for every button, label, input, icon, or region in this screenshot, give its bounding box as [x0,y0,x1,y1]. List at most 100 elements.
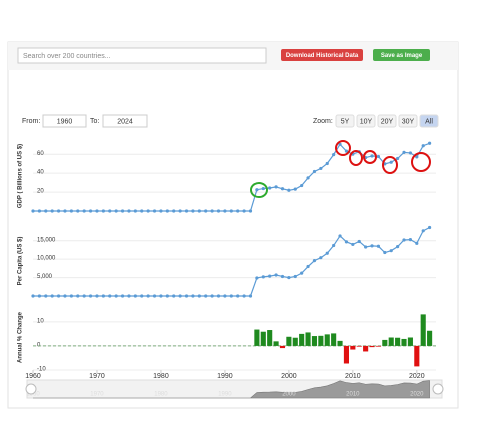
data-point [76,294,80,298]
data-point [248,294,253,298]
data-point [306,176,310,180]
highlight-circle [335,140,351,156]
zoom-button[interactable] [419,114,439,128]
data-point [396,245,400,249]
data-point [184,294,189,298]
x-tick-label: 1970 [89,373,105,380]
data-point [88,209,93,213]
bar [299,333,305,346]
bar [401,338,407,346]
data-point [268,186,272,190]
data-point [37,209,41,213]
bar [337,340,343,346]
data-point [255,276,259,280]
data-point [248,209,253,213]
data-point [312,169,317,174]
data-point [140,209,144,213]
data-point [280,187,285,191]
zoom-button[interactable] [377,114,397,128]
x-tick-label: 1960 [25,373,41,380]
highlight-circle [411,152,431,172]
zoom-button[interactable] [356,114,376,128]
x-tick-label: 2000 [281,373,297,380]
to-label: To: [90,118,99,125]
data-point [184,209,189,213]
zoom-button-label: 20Y [381,118,394,125]
navigator-label: 2020 [410,392,424,398]
data-point [268,274,272,278]
data-point [82,209,86,213]
data-point [274,185,278,189]
navigator-label: 1980 [154,392,168,398]
navigator-handle[interactable] [432,383,444,395]
data-point [312,259,317,263]
data-point [338,142,342,146]
zoom-button[interactable] [335,114,355,128]
data-point [95,294,99,298]
save-label: Save as Image [381,53,423,59]
download-button[interactable] [281,49,363,61]
data-point [261,186,265,191]
navigator-label: 1990 [218,392,232,398]
navigator-handle[interactable] [25,383,37,395]
data-point [69,294,73,298]
data-point [216,209,221,213]
data-point [383,250,387,255]
data-point [242,209,246,213]
data-point [82,294,86,298]
x-tick-label: 1990 [217,373,233,380]
data-point [146,209,150,213]
data-point [389,249,393,253]
data-point [101,294,105,298]
data-point [114,294,118,298]
data-point [344,149,349,153]
bar [375,345,381,347]
from-label: From: [22,118,40,125]
bar [388,337,394,346]
highlight-circle [382,156,398,174]
to-value: 2024 [117,118,133,125]
plot: GDP ( Billions of US $) 20 40 60 Per Capita … [18,141,444,399]
data-point [127,209,131,213]
data-point [50,294,54,298]
data-point [44,294,48,298]
card [7,41,459,409]
bar [427,330,433,346]
data-point [415,241,419,245]
search-box[interactable] [17,47,267,64]
navigator-label: 2010 [346,392,360,398]
bar [254,329,260,346]
zoom-label: Zoom: [313,118,333,125]
data-point [197,209,201,213]
bar [273,341,279,346]
data-point [133,209,137,213]
data-point [178,294,182,298]
data-point [332,243,336,248]
to-input[interactable] [102,114,148,128]
bar [324,334,330,346]
data-point [338,234,342,238]
data-point [332,153,336,157]
bar [363,345,369,352]
navigator-label: 1970 [90,392,104,398]
navigator-area [33,380,430,399]
data-point [191,209,195,213]
data-point [120,294,125,298]
data-point [415,155,419,159]
zoom-button-label: 10Y [360,118,373,125]
bar [331,333,337,346]
data-point [389,160,393,164]
data-point [287,188,291,192]
download-label: Download Historical Data [286,53,359,59]
y-axis-title: Per Capita (US $) [18,237,24,286]
from-input[interactable] [42,114,87,128]
highlight-circle [349,150,363,166]
zoom-button[interactable] [398,114,418,128]
data-point [152,209,157,213]
data-point [140,294,144,298]
save-button[interactable] [373,49,430,61]
data-point [146,294,150,298]
bar [267,330,273,346]
data-point [293,274,297,279]
y-tick-label: -10 [37,367,46,373]
